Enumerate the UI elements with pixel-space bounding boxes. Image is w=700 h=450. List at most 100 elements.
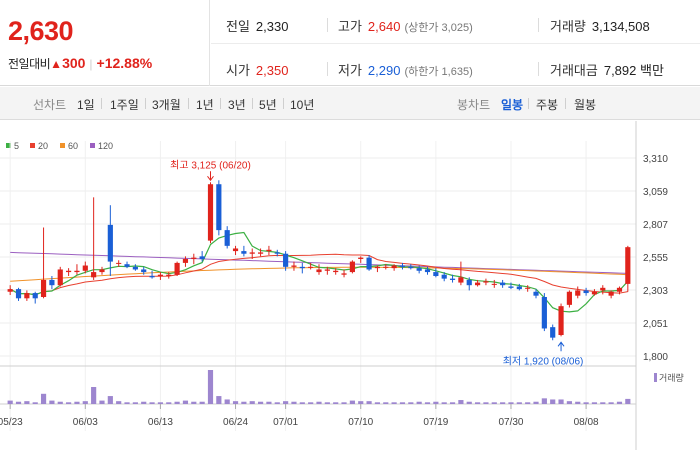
- candle-body: [15, 289, 22, 299]
- tab-divider: [101, 98, 102, 109]
- candle-body: [399, 265, 406, 267]
- volume-bar: [141, 401, 147, 404]
- ma120-line: [10, 251, 628, 274]
- y-tick-label: 3,059: [643, 187, 668, 198]
- stat-prev-close: 전일 2,330: [226, 16, 288, 35]
- volume-bar: [508, 402, 514, 404]
- range-3y-tab[interactable]: 3년: [228, 98, 246, 112]
- range-3m-tab[interactable]: 3개월: [152, 98, 181, 112]
- volume-bar: [483, 402, 489, 404]
- candle-body: [283, 253, 289, 267]
- candle-body: [550, 327, 556, 338]
- volume-bar: [40, 393, 47, 404]
- y-tick-label: 2,555: [643, 253, 668, 264]
- volume-bar: [541, 398, 547, 404]
- volume-bar: [583, 402, 589, 404]
- candlestick-chart: 5 20 60 120 3,310 3,059 2,807 2,555 2,303 2,051 1…: [0, 121, 700, 450]
- volume-bar: [199, 401, 205, 404]
- volume-bar: [433, 401, 439, 404]
- volume-bar: [91, 387, 97, 404]
- candle-body: [82, 265, 88, 271]
- stat-divider: [327, 18, 328, 32]
- volume-bar: [366, 401, 372, 404]
- range-1w-tab[interactable]: 1주일: [110, 98, 139, 112]
- legend-label: 120: [98, 141, 113, 151]
- candle-body: [207, 184, 214, 241]
- volume-bars: 거래량: [7, 370, 684, 404]
- range-1y-tab[interactable]: 1년: [196, 98, 214, 112]
- candle-body: [32, 293, 38, 299]
- period-monthly-tab[interactable]: 월봉: [574, 98, 597, 112]
- range-1d-tab[interactable]: 1일: [77, 98, 95, 112]
- tab-divider: [565, 98, 566, 109]
- volume-bar: [182, 400, 189, 404]
- candle-body: [349, 261, 355, 273]
- stat-label: 저가: [338, 63, 362, 78]
- volume-bar: [358, 401, 364, 404]
- candle-body: [166, 274, 172, 277]
- x-tick-label: 07/30: [498, 417, 523, 428]
- candle-body: [24, 293, 30, 299]
- candle-body: [500, 282, 506, 286]
- y-tick-label: 1,800: [643, 352, 668, 363]
- stat-value: 3,134,508: [591, 19, 650, 34]
- stat-value: 2,640: [367, 19, 401, 34]
- tab-divider: [528, 98, 529, 109]
- y-tick-label: 2,303: [643, 286, 668, 297]
- volume-bar: [149, 402, 155, 404]
- range-5y-tab[interactable]: 5년: [259, 98, 277, 112]
- volume-bar: [299, 402, 305, 404]
- x-tick-label: 07/19: [423, 417, 448, 428]
- volume-bar: [516, 402, 522, 404]
- chart-toolbar: 선차트 1일 1주일 3개월 1년 3년 5년 10년 봉차트 일봉 주봉 월봉: [0, 87, 700, 120]
- candle-body: [483, 281, 489, 283]
- stat-value: 2,350: [255, 63, 289, 78]
- stat-high: 고가 2,640 (상한가 3,025): [338, 16, 473, 35]
- candle-body: [466, 279, 472, 286]
- candle-body: [591, 291, 598, 295]
- current-price-panel: 2,630 전일대비▲300 | +12.88%: [0, 0, 210, 86]
- tab-divider: [188, 98, 189, 109]
- volume-bar: [458, 400, 464, 404]
- volume-bar: [291, 401, 297, 404]
- period-daily-tab[interactable]: 일봉: [501, 98, 524, 112]
- candle-body: [157, 274, 164, 277]
- candle-body: [508, 286, 514, 288]
- period-weekly-tab[interactable]: 주봉: [536, 98, 559, 112]
- stat-label: 고가: [338, 19, 362, 34]
- candle-body: [316, 269, 322, 273]
- tab-divider: [220, 98, 221, 109]
- stat-low: 저가 2,290 (하한가 1,635): [338, 60, 473, 79]
- candle-body: [99, 269, 105, 273]
- low-arrow-icon: [557, 341, 565, 352]
- candle-body: [40, 279, 47, 297]
- volume-bar: [616, 401, 623, 404]
- volume-bar: [191, 401, 197, 404]
- candle-body: [449, 278, 456, 280]
- ma-legend: 5 20 60 120: [6, 141, 113, 151]
- candle-body: [241, 251, 247, 254]
- volume-bar: [408, 402, 414, 404]
- x-tick-label: 07/10: [348, 417, 373, 428]
- stat-label: 거래대금: [550, 63, 598, 78]
- volume-bar: [49, 400, 55, 404]
- volume-bar: [333, 402, 339, 404]
- range-10y-tab[interactable]: 10년: [290, 98, 315, 112]
- change-percent: +12.88%: [96, 55, 153, 71]
- candle-body: [433, 272, 439, 277]
- legend-label: 5: [14, 141, 19, 151]
- volume-bar: [57, 401, 63, 404]
- volume-bar: [449, 402, 456, 404]
- candle-body: [516, 286, 522, 290]
- stat-label: 거래량: [550, 19, 586, 34]
- volume-bar: [608, 402, 614, 404]
- candle-body: [366, 257, 372, 270]
- candle-body: [249, 252, 255, 254]
- high-arrow-icon: [207, 171, 214, 182]
- volume-bar: [424, 402, 431, 404]
- volume-bar: [207, 370, 214, 404]
- candle-body: [182, 258, 189, 263]
- candle-body: [257, 252, 264, 254]
- legend-swatch: [60, 143, 65, 148]
- volume-bar: [157, 402, 164, 404]
